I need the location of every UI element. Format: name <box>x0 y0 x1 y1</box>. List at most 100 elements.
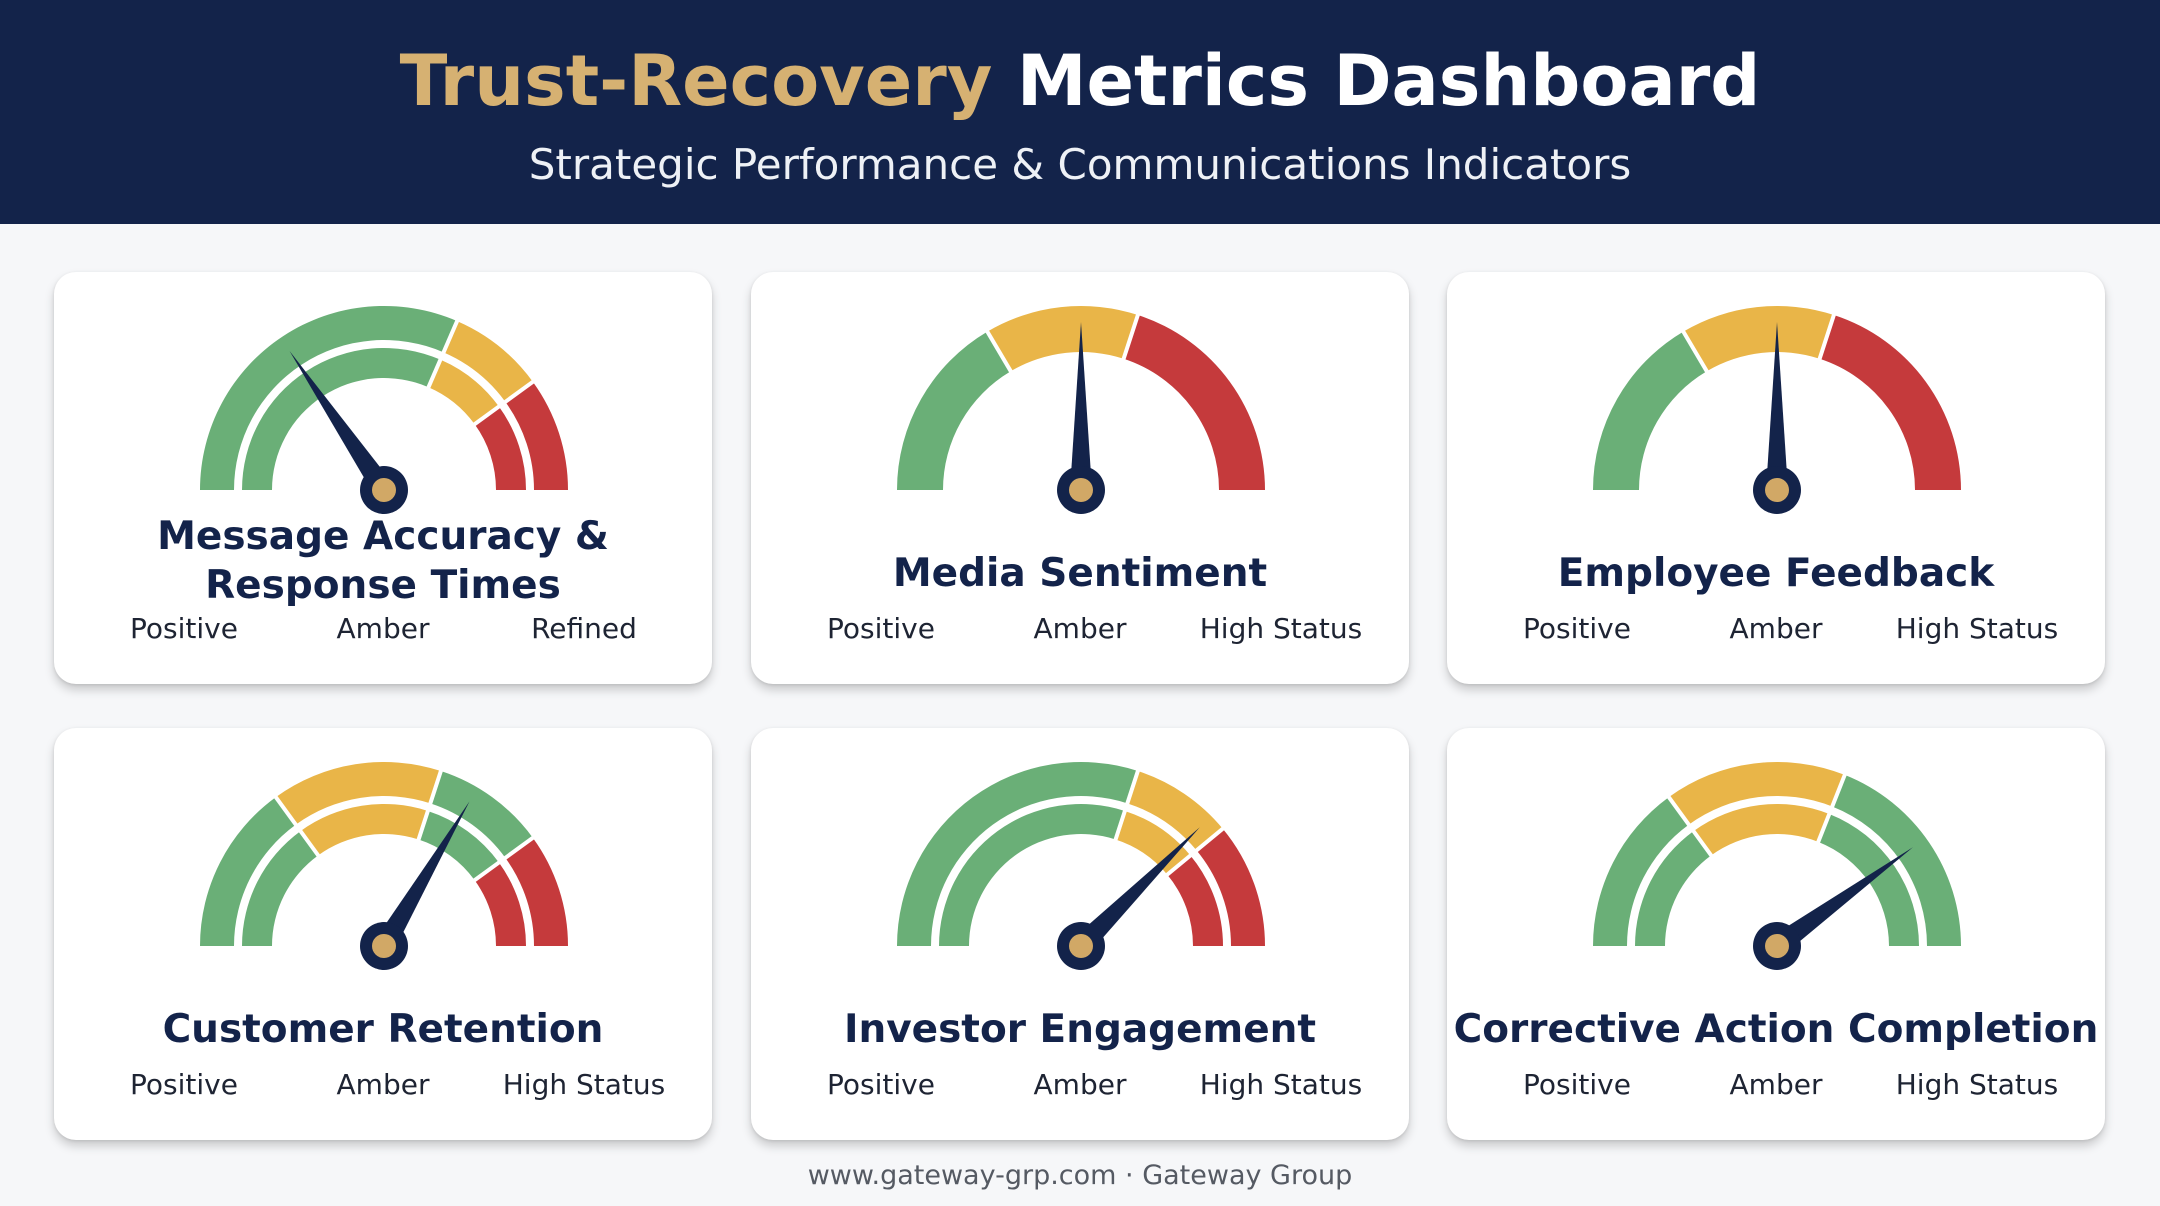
gauge-card-media-sentiment: Media Sentiment Positive Amber High Status <box>751 272 1409 684</box>
segment-divider <box>1680 328 1710 374</box>
gauge-title: Corrective Action Completion <box>1447 1005 2105 1054</box>
gauge-segment-amber <box>1668 762 1845 825</box>
needle-hub-center <box>372 478 396 502</box>
gauge-title-line: Customer Retention <box>162 1007 604 1052</box>
gauge-segment-green <box>242 831 319 946</box>
gauge-title-line: Message Accuracy & <box>157 514 609 559</box>
gauge-segment-green <box>1635 831 1712 946</box>
segment-divider <box>425 318 460 390</box>
needle-hub-center <box>1069 934 1093 958</box>
gauge-segment-green <box>1832 774 1961 946</box>
gauge-segment-red <box>505 381 568 490</box>
gauge-segment-red <box>1167 855 1223 946</box>
gauge-card-message-accuracy-response-times: Message Accuracy & Response Times Positive… <box>54 272 712 684</box>
gauge-needle <box>374 801 470 952</box>
gauge-title-line: Corrective Action Completion <box>1453 1007 2099 1052</box>
gauge-label-mid: Amber <box>1729 612 1823 645</box>
gauge-title-line: Employee Feedback <box>1557 551 1995 596</box>
gauge-segment-red <box>1123 315 1265 490</box>
gauge-segment-amber <box>443 321 533 402</box>
segment-divider <box>273 794 321 859</box>
gauge-segment-green <box>430 771 533 858</box>
gauge-segment-green <box>242 347 441 490</box>
gauge-segment-amber <box>1683 306 1834 372</box>
gauge-title: Investor Engagement <box>751 1005 1409 1054</box>
gauge-title: Message Accuracy & Response Times <box>54 512 712 610</box>
gauge-label-mid: Amber <box>1729 1068 1823 1101</box>
page-title: Trust-Recovery Metrics Dashboard <box>0 40 2160 122</box>
needle-hub-center <box>1765 934 1789 958</box>
gauge-segment-amber <box>300 803 428 856</box>
segment-divider <box>984 328 1014 374</box>
gauge-label-left: Positive <box>1523 612 1631 645</box>
title-rest: Metrics Dashboard <box>1016 40 1761 122</box>
segment-divider <box>416 768 444 843</box>
gauge-segment-green <box>1593 797 1689 946</box>
gauge-card-investor-engagement: Investor Engagement Positive Amber High Sta… <box>751 728 1409 1140</box>
gauge-label-mid: Amber <box>336 1068 430 1101</box>
gauge-card-customer-retention: Customer Retention Positive Amber High Stat… <box>54 728 712 1140</box>
segment-divider <box>471 379 536 427</box>
gauge-label-mid: Amber <box>336 612 430 645</box>
segment-divider <box>1815 772 1848 845</box>
gauge-dial <box>897 762 1265 970</box>
needle-hub-center <box>1069 478 1093 502</box>
gauge-segment-green <box>897 331 1011 490</box>
gauge-card-corrective-action-completion: Corrective Action Completion Positive Ambe… <box>1447 728 2105 1140</box>
gauge-needle <box>289 351 394 497</box>
gauge-label-right: High Status <box>1199 612 1363 645</box>
gauge-title: Customer Retention <box>54 1005 712 1054</box>
page-subtitle: Strategic Performance & Communications I… <box>528 140 1632 189</box>
segment-divider <box>1817 312 1837 362</box>
gauge-label-left: Positive <box>1523 1068 1631 1101</box>
gauge-label-right: Refined <box>531 612 637 645</box>
gauge-segment-red <box>474 406 526 490</box>
gauge-segment-amber <box>428 359 499 425</box>
gauge-needle <box>1766 322 1788 490</box>
gauge-label-left: Positive <box>827 612 935 645</box>
gauge-segment-red <box>1196 828 1265 946</box>
footer-credit: www.gateway-grp.com · Gateway Group <box>807 1160 1353 1191</box>
gauge-dial <box>1593 306 1961 514</box>
gauge-dial <box>1593 762 1961 970</box>
gauge-segment-green <box>200 797 296 946</box>
header-banner: Trust-Recovery Metrics Dashboard Strateg… <box>0 0 2160 224</box>
gauge-card-employee-feedback: Employee Feedback Positive Amber High Statu… <box>1447 272 2105 684</box>
segment-divider <box>1113 768 1141 843</box>
gauge-segment-green <box>939 804 1125 946</box>
gauge-segment-green <box>1593 331 1707 490</box>
gauge-title-line: Investor Engagement <box>843 1007 1317 1052</box>
segment-divider <box>1121 312 1141 362</box>
segment-divider <box>1164 825 1226 878</box>
gauge-needle <box>1070 322 1092 490</box>
gauge-dial <box>200 305 568 514</box>
gauge-title: Media Sentiment <box>751 549 1409 598</box>
gauge-segment-red <box>474 862 526 946</box>
needle-hub-center <box>1765 478 1789 502</box>
gauge-segment-amber <box>1127 771 1223 851</box>
gauge-dial <box>200 762 568 970</box>
gauge-label-mid: Amber <box>1033 1068 1127 1101</box>
gauge-label-right: High Status <box>502 1068 666 1101</box>
segment-divider <box>1666 794 1714 859</box>
segment-divider <box>471 835 536 883</box>
gauge-segment-green <box>418 810 499 881</box>
gauge-segment-red <box>1819 315 1961 490</box>
gauge-needle <box>1770 847 1913 955</box>
gauge-segment-amber <box>275 762 441 825</box>
gauge-needle <box>1073 827 1200 954</box>
gauge-segment-amber <box>1693 803 1830 856</box>
gauge-label-right: High Status <box>1199 1068 1363 1101</box>
needle-hub-center <box>372 934 396 958</box>
gauge-title-line: Response Times <box>205 563 561 608</box>
gauge-segment-green <box>897 762 1138 946</box>
gauge-title-line: Media Sentiment <box>892 551 1268 596</box>
gauge-segment-red <box>505 837 568 946</box>
gauge-label-left: Positive <box>130 1068 238 1101</box>
gauge-title: Employee Feedback <box>1447 549 2105 598</box>
title-accent: Trust-Recovery <box>399 40 993 122</box>
gauge-label-left: Positive <box>130 612 238 645</box>
gauge-label-right: High Status <box>1895 1068 2059 1101</box>
gauge-segment-green <box>200 305 458 490</box>
gauge-segment-amber <box>987 306 1138 372</box>
